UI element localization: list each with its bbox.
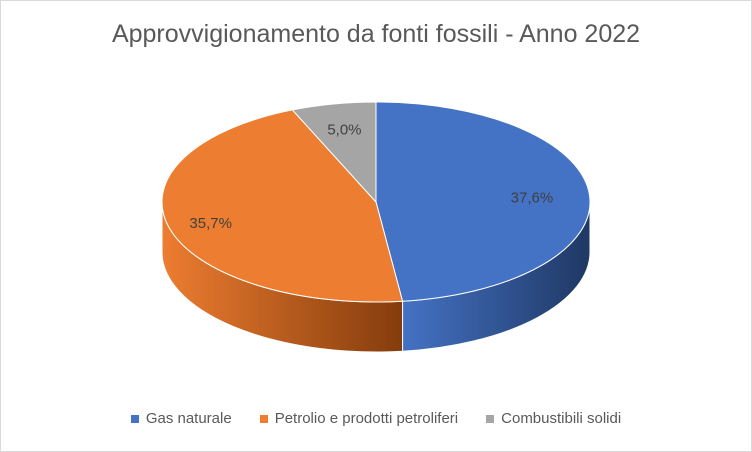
legend: Gas naturale Petrolio e prodotti petroli… bbox=[0, 410, 752, 427]
data-label-petrolio: 35,7% bbox=[189, 215, 232, 232]
legend-swatch-petrolio bbox=[259, 414, 268, 423]
legend-label-petrolio: Petrolio e prodotti petroliferi bbox=[274, 410, 459, 427]
legend-item-combustibili: Combustibili solidi bbox=[486, 410, 621, 427]
legend-label-combustibili: Combustibili solidi bbox=[501, 410, 622, 427]
legend-swatch-gas bbox=[130, 414, 139, 423]
data-labels: 37,6% 35,7% 5,0% bbox=[189, 121, 553, 231]
pie-slices bbox=[161, 101, 591, 303]
legend-item-petrolio: Petrolio e prodotti petroliferi bbox=[259, 410, 459, 427]
legend-swatch-combustibili bbox=[486, 414, 495, 423]
pie-slice-petrolio bbox=[161, 109, 404, 303]
legend-item-gas: Gas naturale bbox=[130, 410, 232, 427]
legend-label-gas: Gas naturale bbox=[145, 410, 232, 427]
pie-slice-combustibili bbox=[291, 101, 377, 204]
chart-title: Approvvigionamento da fonti fossili - An… bbox=[111, 20, 641, 48]
data-label-combustibili: 5,0% bbox=[327, 121, 361, 138]
pie-slice-gas bbox=[375, 101, 591, 302]
data-label-gas: 37,6% bbox=[511, 189, 554, 206]
